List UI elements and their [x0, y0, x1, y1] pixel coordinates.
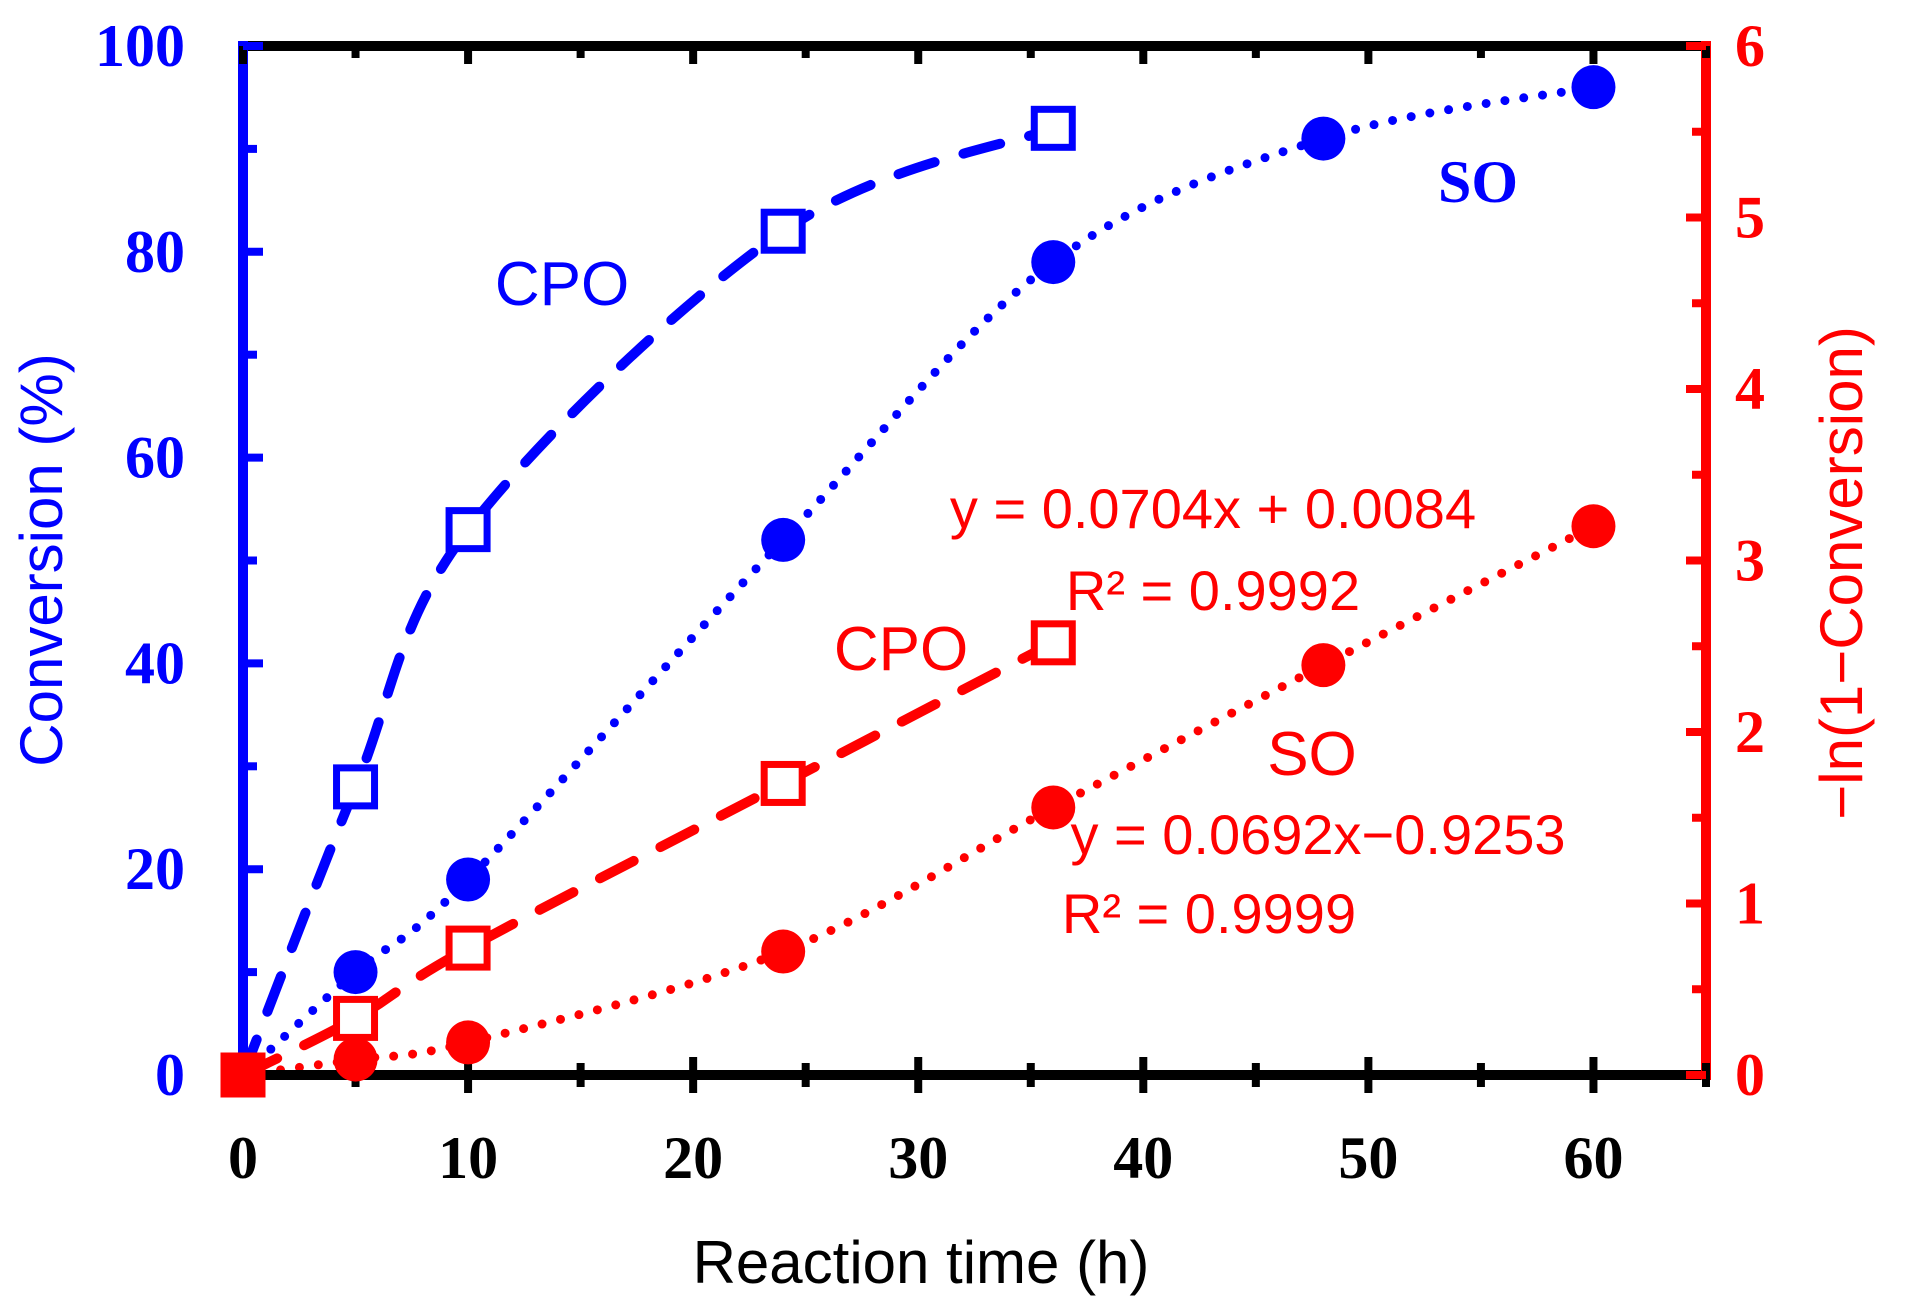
data-point-circle	[1301, 643, 1346, 688]
y-right-tick-label: 0	[1735, 1042, 1765, 1108]
data-point-circle	[333, 1037, 378, 1082]
x-tick-label: 30	[888, 1125, 948, 1191]
data-point-square	[445, 925, 491, 971]
series-line-3	[238, 521, 1598, 1080]
x-tick-label: 10	[438, 1125, 498, 1191]
data-point-circle	[446, 1020, 491, 1065]
y-right-tick-label: 5	[1735, 185, 1765, 251]
red-so-label: SO	[1267, 720, 1357, 789]
data-point-circle	[446, 857, 491, 902]
red-cpo-label: CPO	[834, 615, 968, 684]
x-tick-label: 50	[1338, 1125, 1398, 1191]
data-point-square	[333, 764, 379, 810]
y-right-tick-label: 3	[1735, 528, 1765, 594]
blue-so-label: SO	[1438, 149, 1518, 215]
y-left-axis-label: Conversion (%)	[8, 353, 75, 766]
data-point-square	[333, 995, 379, 1041]
fit-cpo-r2: R² = 0.9992	[1066, 559, 1360, 622]
y-right-tick-label: 4	[1735, 356, 1765, 422]
fit-so-equation: y = 0.0692x−0.9253	[1070, 803, 1565, 866]
data-point-square	[1030, 620, 1076, 666]
fit-cpo-equation: y = 0.0704x + 0.0084	[950, 477, 1476, 540]
data-point-circle	[1571, 65, 1616, 110]
series-line-0	[238, 123, 1059, 1080]
data-point-circle	[1031, 240, 1076, 285]
y-right-tick-label: 6	[1735, 13, 1765, 79]
y-left-tick-label: 100	[95, 13, 185, 79]
data-point-circle	[333, 950, 378, 995]
data-point-circle	[1571, 504, 1616, 549]
data-point-circle	[761, 929, 806, 974]
data-point-circle	[221, 1053, 265, 1097]
data-point-square	[445, 507, 491, 553]
x-tick-label: 40	[1113, 1125, 1173, 1191]
x-tick-label: 20	[663, 1125, 723, 1191]
y-right-axis-label: −ln(1−Conversion)	[1808, 326, 1875, 820]
y-right-tick-label: 1	[1735, 871, 1765, 937]
data-point-circle	[1301, 116, 1346, 161]
data-point-square	[1030, 105, 1076, 151]
data-point-circle	[761, 517, 806, 562]
y-right-tick-label: 2	[1735, 699, 1765, 765]
data-point-circle	[1031, 785, 1076, 830]
series-line-1	[238, 82, 1598, 1080]
blue-cpo-label: CPO	[495, 250, 629, 319]
y-left-tick-label: 20	[125, 836, 185, 902]
data-point-square	[760, 760, 806, 806]
x-axis-label: Reaction time (h)	[693, 1229, 1150, 1296]
y-left-tick-label: 0	[155, 1042, 185, 1108]
y-left-tick-label: 60	[125, 425, 185, 491]
x-tick-label: 60	[1563, 1125, 1623, 1191]
y-left-tick-label: 40	[125, 630, 185, 696]
fit-so-r2: R² = 0.9999	[1062, 882, 1356, 945]
data-point-square	[760, 208, 806, 254]
y-left-tick-label: 80	[125, 219, 185, 285]
x-tick-label: 0	[228, 1125, 258, 1191]
